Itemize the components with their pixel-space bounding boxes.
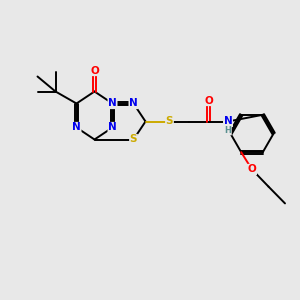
Text: N: N <box>108 122 117 133</box>
Text: O: O <box>90 65 99 76</box>
Text: N: N <box>72 122 81 133</box>
Text: O: O <box>248 164 256 175</box>
Text: N: N <box>129 98 138 109</box>
Text: N: N <box>108 98 117 109</box>
Text: N: N <box>224 116 232 127</box>
Text: S: S <box>166 116 173 127</box>
Text: O: O <box>204 95 213 106</box>
Text: S: S <box>130 134 137 145</box>
Text: H: H <box>225 126 231 135</box>
